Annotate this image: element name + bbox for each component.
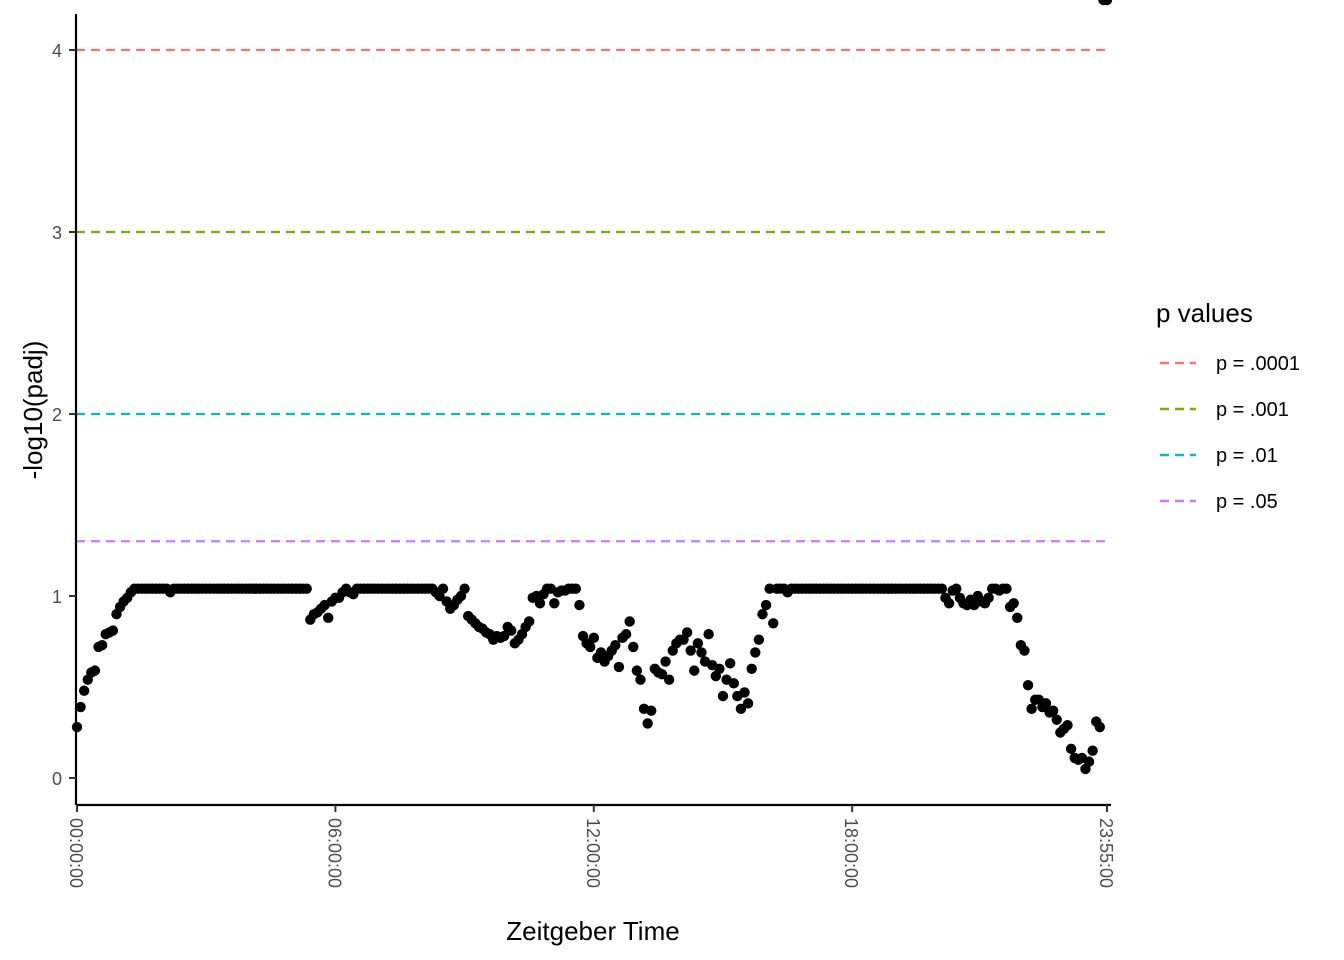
data-point <box>1001 583 1012 594</box>
data-point <box>692 638 704 649</box>
data-point <box>936 583 948 594</box>
data-point <box>588 632 599 644</box>
data-point <box>635 674 646 685</box>
legend-item: p = .0001 <box>1160 353 1300 375</box>
data-point <box>1012 612 1023 624</box>
legend-label: p = .0001 <box>1216 353 1300 375</box>
legend-item: p = .01 <box>1160 445 1278 467</box>
data-point <box>764 583 775 594</box>
data-point <box>1083 756 1095 767</box>
data-point <box>107 625 119 636</box>
legend-item: p = .001 <box>1160 399 1289 421</box>
data-point <box>685 645 696 656</box>
data-point <box>301 583 312 594</box>
data-point <box>757 609 768 620</box>
data-point <box>75 701 86 713</box>
y-axis-title: -log10(padj) <box>18 341 48 480</box>
x-ticks: 00:00:00 06:00:00 12:00:00 18:00:00 23:55:00 <box>66 805 1116 888</box>
data-point <box>585 641 596 653</box>
data-point <box>663 674 675 685</box>
data-point <box>642 718 653 729</box>
reference-lines <box>76 48 1111 543</box>
x-tick-label: 23:55:00 <box>1096 818 1116 888</box>
data-point <box>1087 745 1098 756</box>
x-tick-label: 12:00:00 <box>583 818 603 888</box>
data-point <box>739 687 750 698</box>
legend: p values p = .0001 p = .001 p = .01 p = .05 <box>1156 298 1300 513</box>
data-point <box>620 629 632 640</box>
data-point <box>96 639 108 651</box>
data-points <box>71 0 1113 775</box>
data-point <box>768 618 779 629</box>
data-point <box>717 690 729 702</box>
data-point <box>570 583 582 594</box>
data-point <box>323 612 334 624</box>
data-point <box>628 641 639 653</box>
data-point <box>1065 743 1077 755</box>
y-ticks: 0 1 2 3 4 <box>52 41 76 789</box>
data-point <box>1008 598 1019 609</box>
data-point <box>524 616 535 627</box>
y-tick-label: 2 <box>52 405 62 425</box>
data-point <box>750 647 761 658</box>
data-point <box>549 598 560 609</box>
x-tick-label: 00:00:00 <box>66 818 86 888</box>
data-point <box>735 703 747 715</box>
data-point <box>1094 721 1106 733</box>
data-point <box>437 583 449 594</box>
legend-label: p = .05 <box>1216 491 1278 513</box>
data-point <box>624 616 635 627</box>
data-point <box>1101 0 1113 6</box>
data-point <box>742 698 754 709</box>
data-point <box>983 592 994 604</box>
data-point <box>1022 679 1034 691</box>
y-tick-label: 0 <box>52 769 62 789</box>
data-point <box>78 685 90 696</box>
data-point <box>534 598 546 609</box>
legend-label: p = .01 <box>1216 445 1278 467</box>
legend-title: p values <box>1156 298 1253 328</box>
data-point <box>459 583 470 594</box>
data-point <box>1062 720 1073 731</box>
data-point <box>89 665 101 676</box>
y-tick-label: 3 <box>52 223 62 243</box>
data-point <box>610 639 621 651</box>
y-tick-label: 1 <box>52 587 62 607</box>
data-point <box>574 599 585 611</box>
data-point <box>646 705 657 716</box>
data-point <box>660 656 671 667</box>
x-tick-label: 06:00:00 <box>324 818 344 888</box>
data-point <box>760 599 772 611</box>
data-point <box>1047 705 1059 716</box>
x-axis-title: Zeitgeber Time <box>506 916 679 946</box>
data-point <box>498 630 510 642</box>
data-point <box>696 647 707 658</box>
data-point <box>1040 698 1052 709</box>
data-point <box>714 663 725 674</box>
data-point <box>943 598 955 609</box>
data-point <box>728 678 739 689</box>
data-point <box>753 634 765 645</box>
data-point <box>951 583 962 594</box>
data-point <box>631 665 643 676</box>
data-point <box>1026 703 1037 715</box>
data-point <box>681 627 693 638</box>
data-point <box>724 658 736 669</box>
data-point <box>506 625 517 636</box>
data-point <box>703 629 714 640</box>
legend-label: p = .001 <box>1216 399 1289 421</box>
data-point <box>1051 714 1062 725</box>
data-point <box>613 661 625 673</box>
data-point <box>746 663 757 674</box>
data-point <box>689 665 700 676</box>
x-tick-label: 18:00:00 <box>841 818 861 888</box>
data-point <box>1019 645 1030 656</box>
y-tick-label: 4 <box>52 41 62 61</box>
legend-item: p = .05 <box>1160 491 1278 513</box>
data-point <box>656 669 668 680</box>
